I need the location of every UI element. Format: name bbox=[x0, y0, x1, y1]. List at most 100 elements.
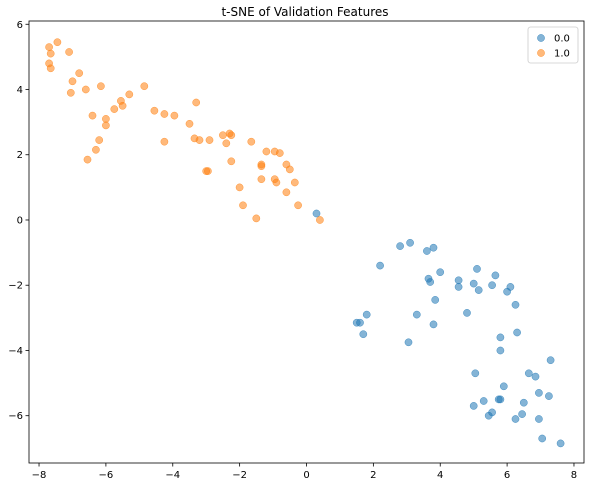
data-point bbox=[484, 411, 493, 420]
legend: 0.01.0 bbox=[527, 26, 579, 64]
y-tick-label: 6 bbox=[17, 20, 23, 31]
x-tick-label: 8 bbox=[571, 470, 577, 481]
data-point bbox=[423, 247, 431, 255]
data-point bbox=[65, 48, 73, 56]
data-point bbox=[257, 175, 266, 184]
data-point bbox=[429, 243, 438, 252]
data-point bbox=[81, 85, 90, 94]
data-point bbox=[140, 82, 149, 91]
data-point bbox=[479, 397, 488, 405]
y-tick-label: −4 bbox=[8, 346, 23, 357]
data-point bbox=[535, 389, 543, 397]
x-tick-label: −6 bbox=[99, 470, 114, 481]
data-point bbox=[95, 136, 104, 144]
data-point bbox=[535, 415, 543, 423]
data-point bbox=[406, 238, 414, 247]
data-point bbox=[53, 38, 62, 47]
series-1.0 bbox=[45, 38, 324, 224]
data-point bbox=[239, 201, 247, 210]
legend-box bbox=[527, 26, 579, 64]
data-point bbox=[275, 149, 284, 157]
data-point bbox=[496, 395, 505, 404]
data-point bbox=[92, 145, 100, 154]
y-tick-label: 4 bbox=[17, 85, 23, 96]
data-point bbox=[66, 88, 75, 97]
data-point bbox=[204, 167, 212, 175]
data-point bbox=[545, 392, 553, 400]
data-point bbox=[436, 268, 445, 277]
data-point bbox=[46, 64, 55, 73]
data-point bbox=[519, 398, 528, 407]
data-point bbox=[290, 178, 299, 187]
data-point bbox=[496, 346, 505, 355]
data-point bbox=[546, 356, 555, 365]
data-point bbox=[513, 328, 521, 337]
data-point bbox=[118, 101, 127, 110]
data-points-layer bbox=[45, 38, 565, 448]
data-point bbox=[219, 131, 227, 140]
data-point bbox=[463, 309, 471, 317]
data-point bbox=[454, 283, 463, 291]
x-tick-label: 6 bbox=[504, 470, 510, 481]
data-point bbox=[471, 369, 480, 378]
data-point bbox=[496, 333, 505, 342]
data-point bbox=[524, 369, 533, 378]
data-point bbox=[272, 178, 281, 187]
data-point bbox=[110, 105, 119, 113]
legend-label: 1.0 bbox=[554, 49, 570, 60]
data-point bbox=[125, 90, 134, 99]
data-point bbox=[531, 372, 540, 381]
data-point bbox=[227, 157, 236, 166]
data-point bbox=[75, 69, 84, 78]
legend-label: 0.0 bbox=[554, 34, 570, 45]
data-point bbox=[45, 43, 53, 51]
data-point bbox=[160, 110, 169, 118]
data-point bbox=[257, 162, 266, 171]
data-point bbox=[294, 201, 302, 210]
x-tick-label: 2 bbox=[370, 470, 376, 481]
x-tick-label: −8 bbox=[32, 470, 47, 481]
data-point bbox=[454, 276, 463, 285]
data-point bbox=[556, 439, 565, 448]
data-point bbox=[205, 136, 214, 144]
data-point bbox=[412, 310, 421, 319]
data-point bbox=[46, 49, 55, 58]
data-point bbox=[282, 188, 291, 197]
data-point bbox=[102, 121, 110, 130]
data-point bbox=[150, 106, 159, 115]
y-tick-label: −6 bbox=[8, 411, 23, 422]
legend-marker bbox=[537, 49, 545, 57]
data-point bbox=[88, 111, 97, 120]
data-point bbox=[431, 296, 440, 304]
data-point bbox=[491, 271, 500, 280]
data-point bbox=[192, 98, 201, 107]
data-point bbox=[356, 318, 364, 327]
data-point bbox=[195, 136, 204, 144]
data-point bbox=[252, 214, 261, 223]
data-point bbox=[518, 410, 526, 418]
data-point bbox=[68, 77, 77, 86]
y-tick-label: 0 bbox=[17, 215, 23, 226]
data-point bbox=[511, 300, 520, 309]
data-point bbox=[538, 434, 547, 443]
y-tick-label: 2 bbox=[17, 150, 23, 161]
x-tick-label: −4 bbox=[165, 470, 180, 481]
data-point bbox=[160, 137, 169, 146]
data-point bbox=[506, 283, 515, 291]
data-point bbox=[404, 338, 413, 347]
data-point bbox=[227, 131, 236, 140]
data-point bbox=[262, 147, 271, 156]
axes-layer: −8 −6 −4 −2 0 2 4 6 8 −6 −4 −2 0 2 4 6 bbox=[8, 20, 585, 481]
data-point bbox=[83, 155, 92, 164]
legend-marker bbox=[537, 34, 545, 42]
data-point bbox=[222, 139, 231, 148]
data-point bbox=[474, 286, 483, 294]
y-tick-label: −2 bbox=[8, 281, 23, 292]
data-point bbox=[185, 119, 194, 128]
data-point bbox=[170, 111, 179, 120]
data-point bbox=[473, 265, 481, 273]
data-point bbox=[426, 278, 435, 286]
